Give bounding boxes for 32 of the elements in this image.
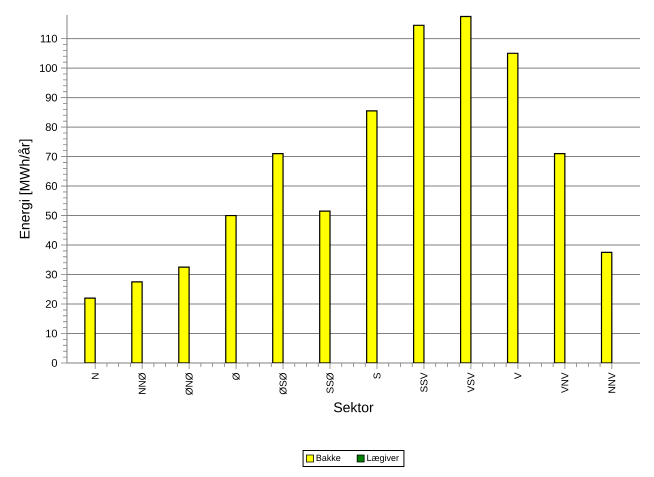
y-tick-label: 20 [46,300,58,308]
y-tick-label: 40 [46,241,58,249]
y-tick-label: 80 [46,123,58,131]
bar [554,153,566,363]
y-axis-title: Energi [MWh/år] [18,140,32,238]
y-tick-label: 110 [40,34,58,42]
y-tick-label: 60 [46,182,58,190]
x-tick-label: VNV [561,372,568,393]
y-tick-label: 30 [46,270,58,278]
y-tick-label: 0 [52,359,58,367]
bar [413,24,425,363]
x-tick-label: S [373,372,381,379]
x-tick-label: NNV [608,372,616,393]
x-tick-label: Ø [232,372,240,380]
x-axis-title: Sektor [334,402,374,412]
x-tick-label: SSV [420,372,428,392]
legend-label: Bakke [316,454,340,462]
x-tick-label: V [514,372,522,380]
x-tick-label: N [92,373,99,379]
x-tick-label: VSV [467,372,474,392]
x-tick-label: NNØ [138,372,146,394]
legend-label: Lægiver [367,454,399,463]
y-tick-label: 10 [46,330,58,338]
x-tick-label: ØNØ [185,372,193,395]
x-tick-label: SSØ [326,372,334,394]
y-tick-label: 50 [46,212,58,220]
y-tick-label: 90 [46,94,58,102]
y-tick-label: 70 [46,152,58,160]
bar [460,16,472,363]
bar [506,52,518,363]
y-tick-label: 100 [40,64,58,72]
x-tick-label: ØSØ [279,372,287,394]
